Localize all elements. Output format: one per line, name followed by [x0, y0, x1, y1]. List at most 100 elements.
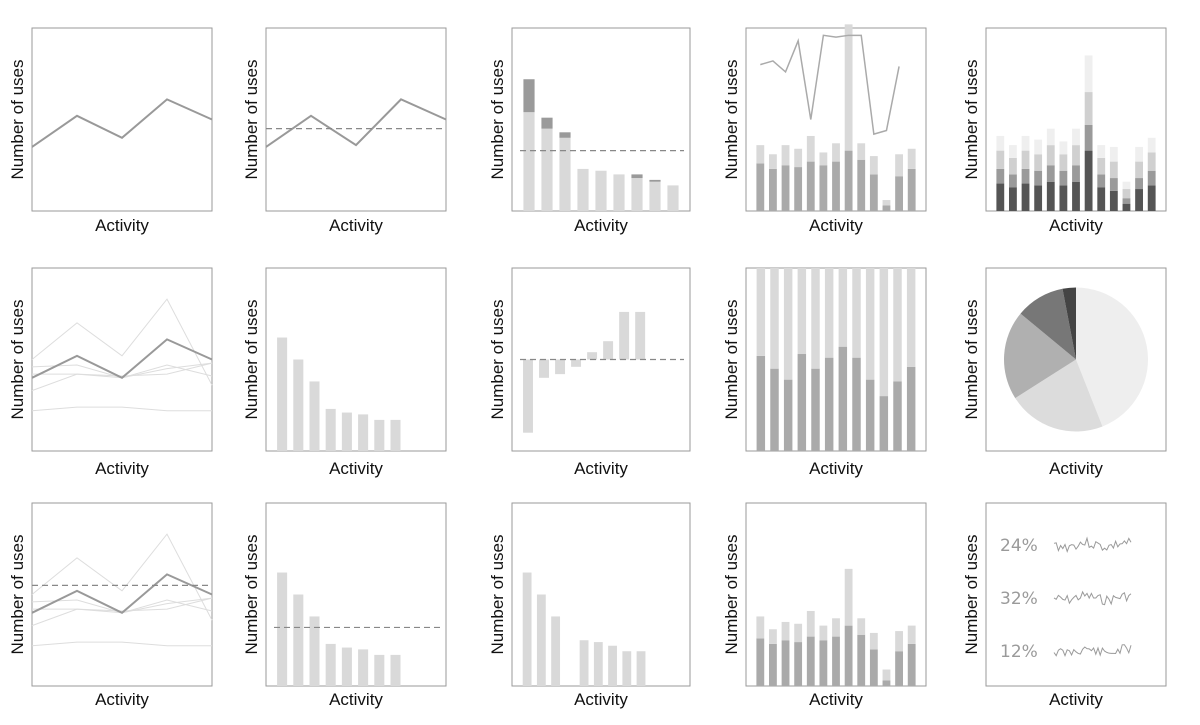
bar-segment [756, 638, 765, 686]
bar-segment [882, 200, 891, 206]
bar [325, 408, 336, 451]
series-line-faint [31, 597, 213, 627]
bar-segment [1009, 157, 1017, 175]
bar [390, 419, 401, 451]
x-axis-label: Activity [95, 459, 149, 478]
bar-segment [1072, 145, 1080, 166]
x-axis-label: Activity [809, 690, 863, 709]
bar [374, 419, 385, 451]
bar-segment [838, 268, 848, 347]
bar-segment [1072, 128, 1080, 146]
bar-segment [1109, 178, 1118, 191]
bar [571, 359, 582, 367]
panel-frame [985, 267, 1167, 452]
x-axis-label: Activity [1049, 690, 1103, 709]
bar-segment [649, 181, 661, 211]
bar-segment [756, 616, 765, 639]
bar-segment [523, 112, 535, 211]
y-axis-label: Number of uses [8, 535, 27, 655]
bar-segment [844, 625, 853, 686]
bar-segment [895, 154, 903, 177]
bar-segment [806, 636, 815, 686]
panel-9: Number of uses Activity [722, 267, 927, 478]
bar-segment [1147, 185, 1156, 211]
bar-segment [1034, 139, 1043, 155]
bar-segment [879, 396, 889, 451]
bar-segment [824, 268, 834, 358]
bar-segment [1021, 150, 1030, 169]
bar [358, 649, 369, 686]
y-axis-label: Number of uses [962, 300, 981, 420]
bar-segment [811, 368, 820, 451]
x-axis-label: Activity [329, 690, 383, 709]
bar [622, 651, 632, 686]
sparkline-label: 12% [1000, 642, 1038, 662]
bar-segment [631, 174, 643, 179]
panel-frame [31, 502, 213, 687]
bar-segment [895, 631, 903, 652]
bar [341, 647, 352, 686]
bar-segment [667, 185, 679, 211]
bar-segment [869, 632, 878, 650]
bar-segment [1109, 190, 1118, 211]
panel-7: Number of uses Activity [242, 267, 447, 478]
bar-segment [781, 621, 790, 641]
bar-segment [1122, 189, 1131, 199]
bar [277, 572, 288, 686]
bar-segment [811, 268, 820, 369]
bar-segment [895, 176, 903, 211]
bar-segment [844, 24, 853, 151]
bar [587, 352, 598, 360]
panel-frame [265, 502, 447, 687]
x-axis-label: Activity [574, 690, 628, 709]
panel-3: Number of uses Activity [488, 27, 691, 235]
y-axis-label: Number of uses [8, 300, 27, 420]
bar-segment [806, 161, 815, 211]
bar [522, 572, 532, 686]
bar-segment [879, 268, 889, 397]
bar-segment [523, 79, 535, 113]
sparkline-label: 24% [1000, 536, 1038, 556]
bar-segment [838, 346, 848, 451]
bar-segment [907, 643, 916, 686]
bar-segment [1097, 174, 1106, 188]
bar-segment [541, 117, 553, 129]
series-line [31, 98, 213, 148]
panel-13: Number of uses Activity [488, 502, 691, 709]
bar-segment [756, 268, 766, 356]
bar-segment [857, 159, 866, 211]
panel-11: Number of uses Activity [8, 502, 213, 709]
bar-segment [1122, 203, 1131, 211]
bar-segment [756, 145, 765, 164]
pie-slice [1004, 313, 1076, 399]
sparkline [1053, 536, 1132, 553]
y-axis-label: Number of uses [242, 535, 261, 655]
sparkline [1053, 590, 1132, 606]
panel-frame [985, 502, 1167, 687]
x-axis-label: Activity [574, 459, 628, 478]
bar-segment [819, 152, 828, 166]
bar-segment [770, 368, 779, 451]
bar-segment [857, 618, 866, 635]
sparkline-label: 32% [1000, 589, 1038, 609]
bar-segment [631, 178, 643, 211]
bar-segment [1135, 146, 1143, 162]
bar-segment [1046, 181, 1055, 211]
bar-segment [559, 137, 571, 211]
bar-segment [794, 642, 803, 686]
bar-segment [756, 355, 766, 451]
bar-segment [819, 625, 828, 641]
bar-segment [1147, 152, 1156, 171]
y-axis-label: Number of uses [962, 535, 981, 655]
bar-segment [783, 379, 793, 451]
panel-4: Number of uses Activity [722, 24, 927, 235]
bar [636, 651, 646, 686]
bar-segment [1059, 170, 1068, 186]
bar-segment [1059, 185, 1068, 211]
bar-segment [794, 148, 803, 168]
series-line [31, 338, 213, 379]
bar-segment [797, 354, 807, 451]
bar-segment [857, 634, 866, 686]
bar-segment [1122, 198, 1131, 204]
x-axis-label: Activity [809, 459, 863, 478]
